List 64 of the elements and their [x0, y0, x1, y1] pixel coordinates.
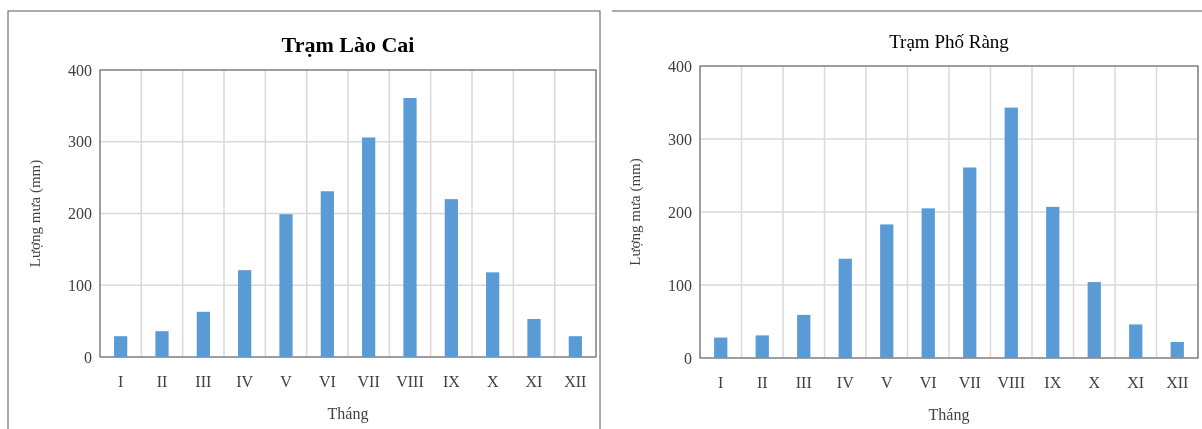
x-tick-label: V: [280, 373, 293, 390]
bar: [362, 137, 376, 357]
chart-title: Trạm Phố Ràng: [889, 31, 1010, 52]
x-tick-label: VII: [357, 373, 380, 390]
x-tick-label: IX: [442, 373, 461, 390]
chart-title: Trạm Lào Cai: [281, 32, 415, 57]
bar: [797, 314, 811, 358]
bar: [155, 331, 169, 357]
bar: [238, 270, 252, 357]
x-tick-label: IV: [836, 374, 855, 391]
x-tick-label: X: [1088, 374, 1101, 391]
bar: [1087, 282, 1101, 358]
bar: [527, 318, 541, 357]
y-tick-label: 400: [668, 57, 692, 75]
bar: [444, 199, 458, 357]
x-tick-label: IX: [1044, 374, 1062, 391]
x-tick-label: III: [795, 374, 812, 391]
y-tick-label: 300: [68, 133, 92, 151]
bar: [714, 337, 728, 358]
x-axis-title: Tháng: [928, 406, 970, 424]
x-tick-label: XII: [1166, 374, 1189, 391]
bar: [921, 208, 935, 358]
bar: [1004, 107, 1018, 358]
x-tick-label: I: [118, 373, 124, 390]
y-tick-label: 200: [68, 205, 92, 223]
bar: [279, 214, 293, 357]
x-tick-label: XI: [525, 373, 543, 390]
y-axis-title: Lượng mưa (mm): [627, 158, 644, 266]
y-tick-label: 0: [684, 349, 692, 367]
bar: [114, 336, 128, 357]
bar: [403, 97, 417, 357]
x-tick-label: III: [195, 373, 212, 390]
x-tick-label: IV: [236, 373, 254, 390]
y-tick-label: 100: [68, 276, 92, 294]
x-tick-label: XII: [564, 373, 587, 390]
x-tick-label: II: [756, 374, 768, 391]
bar: [963, 167, 977, 358]
bar: [196, 311, 210, 357]
bar: [1170, 341, 1184, 358]
y-axis-title: Lượng mưa (mm): [27, 159, 44, 268]
bar: [320, 191, 334, 357]
bar: [1129, 324, 1143, 358]
bar: [755, 335, 769, 358]
y-tick-label: 0: [84, 348, 92, 366]
y-tick-label: 100: [668, 276, 692, 294]
x-tick-label: XI: [1127, 374, 1145, 391]
bar: [568, 336, 582, 357]
x-tick-label: II: [156, 373, 168, 390]
x-axis-title: Tháng: [327, 405, 369, 423]
x-tick-label: X: [486, 373, 499, 390]
x-tick-label: VI: [318, 373, 336, 390]
x-tick-label: V: [880, 374, 893, 391]
bar: [1046, 206, 1060, 358]
y-tick-label: 200: [668, 203, 692, 221]
bar: [880, 224, 894, 358]
x-tick-label: VII: [958, 374, 981, 391]
x-tick-label: VI: [919, 374, 937, 391]
y-tick-label: 400: [68, 61, 92, 79]
bar: [486, 272, 500, 357]
x-tick-label: VIII: [396, 373, 424, 390]
bar: [838, 258, 852, 358]
y-tick-label: 300: [668, 130, 692, 148]
x-tick-label: VIII: [997, 374, 1026, 391]
x-tick-label: I: [718, 374, 724, 391]
